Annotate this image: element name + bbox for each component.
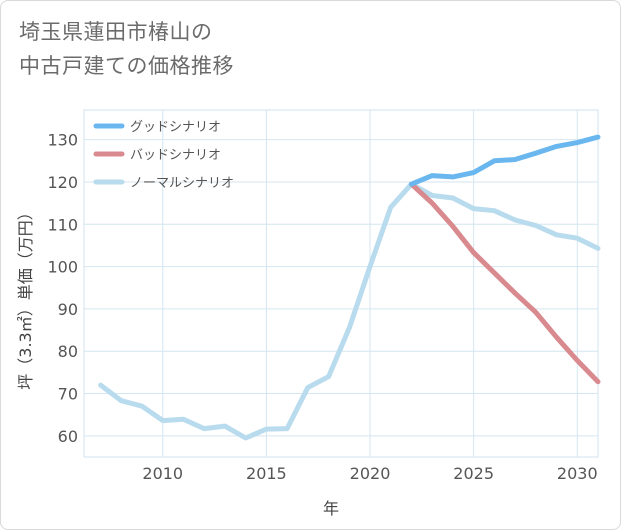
y-tick-label: 60 xyxy=(58,427,78,446)
y-tick-label: 70 xyxy=(58,385,78,404)
y-tick-label: 130 xyxy=(47,131,78,150)
series-line-1 xyxy=(409,181,601,385)
chart-title: 埼玉県蓮田市椿山の 中古戸建ての価格推移 xyxy=(19,15,234,83)
x-axis-title: 年 xyxy=(323,499,339,518)
y-tick-label: 110 xyxy=(47,215,78,234)
x-tick-label: 2015 xyxy=(246,464,287,483)
x-tick-label: 2020 xyxy=(350,464,391,483)
x-tick-label: 2010 xyxy=(142,464,183,483)
x-tick-label: 2025 xyxy=(453,464,494,483)
legend-label-1: バッドシナリオ xyxy=(130,148,221,163)
y-tick-label: 80 xyxy=(58,342,78,361)
tick-labels: 60 70 80 90 100 110 120 130 2010 2015 2020 2025 2030 xyxy=(47,131,597,483)
y-tick-label: 100 xyxy=(47,258,78,277)
grid xyxy=(83,109,599,458)
series-line-2 xyxy=(98,181,601,441)
legend-label-0: グッドシナリオ xyxy=(130,120,221,135)
plot-frame xyxy=(83,109,599,458)
series-line-0 xyxy=(409,134,601,187)
y-tick-label: 90 xyxy=(58,300,78,319)
title-line-1: 埼玉県蓮田市椿山の xyxy=(19,20,213,44)
x-tick-label: 2030 xyxy=(557,464,598,483)
y-tick-label: 120 xyxy=(47,173,78,192)
title-line-2: 中古戸建ての価格推移 xyxy=(19,54,234,78)
y-axis-title: 坪（3.3㎡）単価（万円） xyxy=(16,204,35,389)
series-lines xyxy=(98,134,601,441)
legend-label-2: ノーマルシナリオ xyxy=(130,176,234,191)
